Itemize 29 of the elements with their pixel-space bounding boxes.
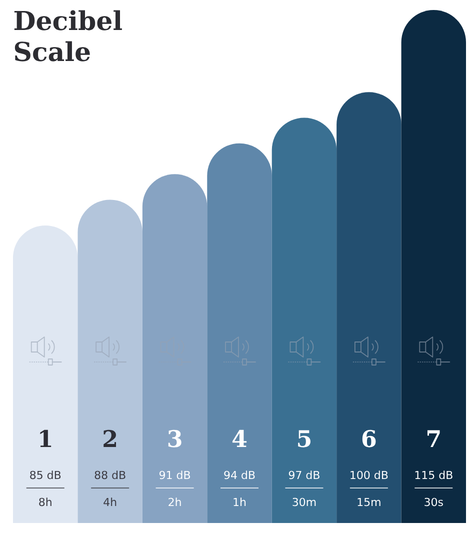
annotation: 30s bbox=[424, 498, 443, 506]
x-tick-label: 1 bbox=[40, 430, 52, 447]
annotation: 1h bbox=[234, 498, 246, 506]
chart-title: Decibel Scale bbox=[14, 10, 122, 62]
x-tick-label: 2 bbox=[104, 430, 116, 447]
annotation: 30m bbox=[292, 498, 316, 506]
bar bbox=[13, 225, 78, 523]
x-tick-label: 5 bbox=[298, 430, 310, 448]
bar bbox=[336, 92, 402, 523]
annotation: 2h bbox=[168, 498, 181, 506]
annotation: 94 dB bbox=[224, 470, 255, 480]
annotation: 8h bbox=[39, 498, 52, 506]
bar bbox=[78, 200, 142, 523]
annotation: 88 dB bbox=[94, 470, 126, 480]
annotation: 115 dB bbox=[415, 470, 452, 480]
annotation: 4h bbox=[104, 498, 116, 506]
bar bbox=[207, 143, 272, 523]
annotation: 97 dB bbox=[288, 470, 320, 480]
x-tick-label: 4 bbox=[232, 430, 247, 447]
x-tick-label: 3 bbox=[168, 430, 182, 448]
x-tick-label: 6 bbox=[362, 430, 376, 448]
annotation: 91 dB bbox=[159, 470, 190, 480]
bar bbox=[401, 10, 466, 523]
annotation: 85 dB bbox=[30, 470, 61, 480]
bar bbox=[142, 174, 208, 523]
x-tick-label: 7 bbox=[427, 430, 440, 447]
bar bbox=[272, 118, 337, 523]
annotation: 100 dB bbox=[350, 470, 388, 480]
annotation: 15m bbox=[358, 498, 380, 506]
